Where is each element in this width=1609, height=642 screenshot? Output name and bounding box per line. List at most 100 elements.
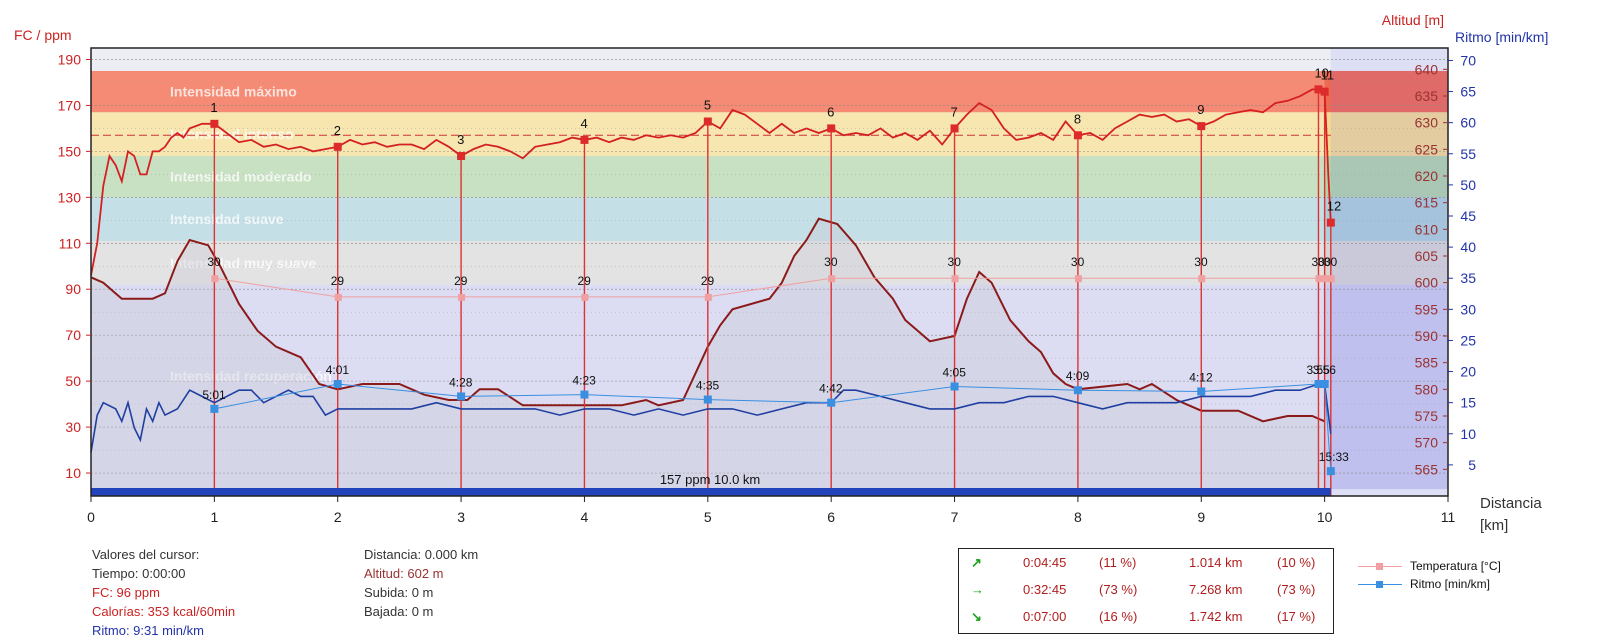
hr-tick-label: 170 [58, 97, 82, 113]
zone-label: Intensidad intenso [170, 126, 294, 142]
pace-tick-label: 40 [1460, 239, 1476, 255]
pace-label: 4:12 [1189, 370, 1213, 384]
hr-zone-band [91, 112, 1448, 156]
summary-distance: 1.014 km [1189, 555, 1243, 570]
altitude-tick-label: 615 [1415, 195, 1439, 211]
pace-label: 4:28 [449, 375, 473, 389]
hr-zone-band-after [1324, 197, 1448, 241]
cursor-values-panel-2: Distancia: 0.000 km Altitud: 602 m Subid… [364, 545, 478, 621]
hr-tick-label: 130 [58, 189, 82, 205]
cursor-pace: Ritmo: 9:31 min/km [92, 623, 204, 638]
hr-zone-band-after [1324, 155, 1448, 198]
temperature-label: 30 [948, 255, 962, 269]
hr-tick-label: 30 [65, 419, 81, 435]
altitude-tick-label: 580 [1415, 381, 1439, 397]
zone-label: Intensidad moderado [170, 169, 312, 185]
summary-distance-pct: (10 %) [1277, 555, 1316, 570]
lap-number-label: 6 [827, 104, 834, 119]
hr-zone-band [91, 70, 1448, 113]
x-tick-label: 1 [210, 509, 218, 525]
pace-label: 4:01 [326, 363, 350, 377]
altitude-tick-label: 600 [1415, 275, 1439, 291]
hr-zone-band [91, 284, 1448, 490]
pace-tick-label: 45 [1460, 208, 1476, 224]
temperature-point [704, 293, 712, 301]
x-tick-label: 5 [704, 509, 712, 525]
cursor-distance: Distancia: 0.000 km [364, 547, 479, 562]
summary-row-uphill: ↗ 0:04:45 (11 %) 1.014 km (10 %) [959, 551, 1333, 575]
cursor-altitude: Altitud: 602 m [364, 566, 444, 581]
legend-label: Ritmo [min/km] [1410, 577, 1491, 591]
legend-marker [1376, 563, 1383, 570]
pace-point [1326, 467, 1335, 476]
hr-tick-label: 190 [58, 51, 82, 67]
heart-rate-line [90, 88, 1332, 276]
pace-tick-label: 30 [1460, 301, 1476, 317]
temperature-label: 30 [1324, 255, 1338, 269]
x-axis-unit: [km] [1480, 517, 1508, 534]
temperature-label: 29 [454, 274, 468, 288]
average-label: 157 ppm 10.0 km [660, 472, 760, 487]
lap-hr-point [827, 124, 836, 133]
lap-hr-point [333, 142, 342, 151]
temperature-point [828, 275, 836, 283]
pace-point [1197, 387, 1206, 396]
lap-number-label: 8 [1074, 111, 1081, 126]
summary-time-pct: (73 %) [1099, 582, 1138, 597]
lap-hr-point [1197, 122, 1206, 131]
pace-tick-label: 25 [1460, 332, 1476, 348]
lap-hr-point [950, 124, 959, 133]
pace-tick-label: 15 [1460, 395, 1476, 411]
plot-frame [90, 47, 1449, 497]
summary-row-flat: → 0:32:45 (73 %) 7.268 km (73 %) [959, 578, 1333, 602]
altitude-tick-label: 635 [1415, 88, 1439, 104]
flat-arrow-icon: → [971, 582, 984, 597]
uphill-arrow-icon: ↗ [971, 555, 982, 570]
hr-zone-band [91, 197, 1448, 241]
temperature-label: 29 [331, 274, 345, 288]
summary-time: 0:32:45 [1023, 582, 1067, 597]
x-tick-label: 2 [334, 509, 342, 525]
x-tick-label: 10 [1317, 509, 1333, 525]
temperature-point [951, 275, 959, 283]
temperature-point [1074, 275, 1082, 283]
zone-label: Intensidad muy suave [170, 255, 316, 271]
x-tick-label: 8 [1074, 509, 1082, 525]
zone-label: Intensidad recuperación [170, 368, 332, 384]
lap-number-label: 2 [334, 123, 341, 138]
summary-distance: 7.268 km [1189, 582, 1243, 597]
x-tick-label: 0 [87, 509, 95, 525]
lap-number-label: 3 [457, 132, 464, 147]
cursor-ascent: Subida: 0 m [364, 585, 434, 600]
temperature-label: 30 [207, 255, 221, 269]
temperature-label: 30 [1071, 255, 1085, 269]
cursor-calories: Calorías: 353 kcal/60min [92, 604, 236, 619]
lap-number-label: 4 [580, 116, 587, 131]
pace-tick-label: 55 [1460, 146, 1476, 162]
legend-label: Temperatura [°C] [1410, 559, 1501, 573]
pace-point [1320, 380, 1329, 388]
temperature-point [1321, 275, 1329, 283]
lap-number-label: 7 [951, 104, 958, 119]
temperature-label: 30 [824, 255, 838, 269]
pace-point [1073, 386, 1082, 395]
post-activity-shade [1330, 48, 1448, 496]
x-tick-label: 7 [951, 509, 959, 525]
x-tick-label: 4 [581, 509, 589, 525]
lap-number-label: 11 [1321, 68, 1335, 83]
pace-line [90, 383, 1332, 453]
summary-time-pct: (11 %) [1099, 555, 1137, 570]
lap-number-label: 9 [1197, 102, 1204, 117]
pace-tick-label: 5 [1468, 457, 1476, 473]
elevation-summary-box: ↗ 0:04:45 (11 %) 1.014 km (10 %) → 0:32:… [958, 548, 1334, 634]
altitude-tick-label: 620 [1415, 168, 1439, 184]
pace-label: 3:55 [1306, 363, 1330, 377]
cursor-heart-rate: FC: 96 ppm [92, 585, 160, 600]
temperature-label: 30 [1311, 255, 1325, 269]
pace-tick-label: 60 [1460, 115, 1476, 131]
summary-row-downhill: ↘ 0:07:00 (16 %) 1.742 km (17 %) [959, 605, 1333, 629]
temperature-point [1327, 275, 1335, 283]
pace-point [703, 395, 712, 404]
pace-tick-label: 50 [1460, 177, 1476, 193]
pace-point [580, 390, 589, 399]
